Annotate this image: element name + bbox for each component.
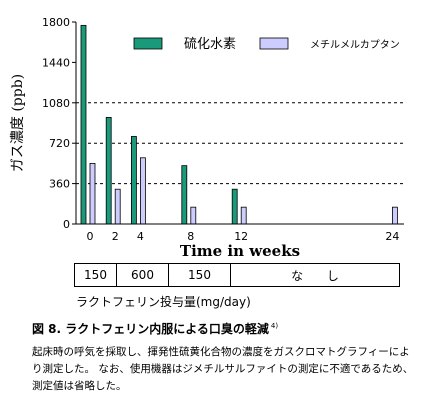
- x-tick-label: 2: [112, 230, 119, 243]
- y-tick-label: 1080: [42, 97, 70, 110]
- bar: [139, 157, 146, 225]
- dose-cell: 600: [117, 264, 169, 286]
- bar: [190, 206, 197, 225]
- figure-title: 図 8. ラクトフェリン内服による口臭の軽減 4): [32, 320, 278, 337]
- dosing-table: 150 600 150 な し: [74, 263, 400, 287]
- bar: [80, 24, 87, 225]
- bar: [391, 206, 398, 225]
- y-tick-label: 360: [49, 178, 70, 191]
- legend-label: 硫化水素: [184, 37, 236, 52]
- figure-reference: 4): [270, 322, 279, 330]
- legend-swatch: [259, 37, 289, 50]
- dose-cell: な し: [291, 268, 349, 283]
- figure-title-text: 図 8. ラクトフェリン内服による口臭の軽減: [32, 322, 269, 336]
- grid-lines: [76, 102, 404, 185]
- x-tick-label: 4: [137, 230, 144, 243]
- bar: [240, 206, 247, 225]
- y-axis-ticks: 0 360 720 1080 1440 1800: [42, 16, 76, 231]
- bar: [181, 165, 188, 225]
- bar: [89, 162, 96, 225]
- bars: [80, 24, 398, 225]
- bar: [105, 116, 112, 225]
- x-tick-label: 8: [187, 230, 194, 243]
- bar: [231, 188, 238, 225]
- x-axis-label: Time in weeks: [180, 242, 300, 260]
- x-tick-label: 0: [87, 230, 94, 243]
- bar: [130, 136, 137, 225]
- bar: [114, 188, 121, 225]
- y-tick-label: 720: [49, 137, 70, 150]
- dose-label: ラクトフェリン投与量(mg/day): [76, 295, 251, 309]
- y-axis-label: ガス濃度 (ppb): [10, 74, 26, 172]
- x-tick-label: 24: [385, 230, 399, 243]
- x-tick-label: 12: [234, 230, 248, 243]
- y-tick-label: 0: [63, 218, 70, 231]
- dose-cell: 150: [169, 264, 231, 286]
- legend-label: メチルメルカプタン: [310, 39, 400, 51]
- legend: 硫化水素 メチルメルカプタン: [133, 37, 400, 52]
- dose-cell: 150: [75, 264, 117, 286]
- legend-swatch: [133, 37, 163, 50]
- y-tick-label: 1440: [42, 56, 70, 69]
- y-tick-label: 1800: [42, 16, 70, 29]
- figure-caption: 起床時の呼気を採取し、揮発性硫黄化合物の濃度をガスクロマトグラフィーにより測定し…: [32, 346, 414, 392]
- x-axis-ticks: 0 2 4 8 12 24: [87, 230, 400, 243]
